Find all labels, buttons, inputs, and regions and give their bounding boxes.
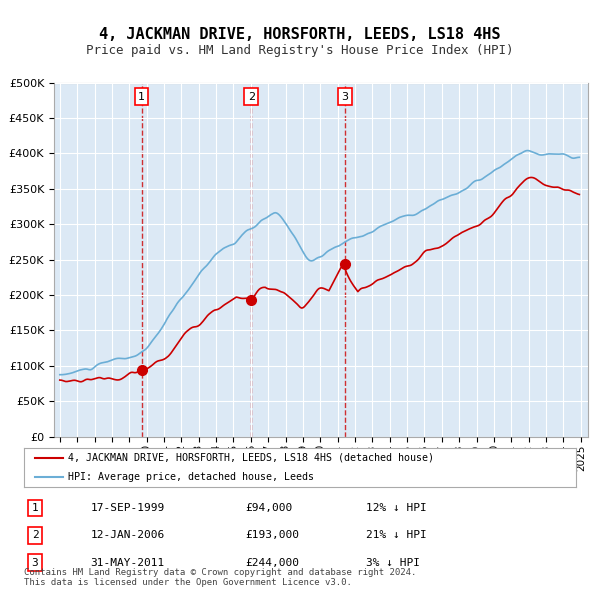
Text: 12-JAN-2006: 12-JAN-2006 [90,530,164,540]
Text: £193,000: £193,000 [245,530,299,540]
Text: 3: 3 [341,92,348,101]
Text: Price paid vs. HM Land Registry's House Price Index (HPI): Price paid vs. HM Land Registry's House … [86,44,514,57]
Text: £94,000: £94,000 [245,503,292,513]
Text: 17-SEP-1999: 17-SEP-1999 [90,503,164,513]
Text: Contains HM Land Registry data © Crown copyright and database right 2024.
This d: Contains HM Land Registry data © Crown c… [24,568,416,587]
Text: 12% ↓ HPI: 12% ↓ HPI [366,503,427,513]
Text: £244,000: £244,000 [245,558,299,568]
Text: 1: 1 [138,92,145,101]
Text: 4, JACKMAN DRIVE, HORSFORTH, LEEDS, LS18 4HS: 4, JACKMAN DRIVE, HORSFORTH, LEEDS, LS18… [99,27,501,41]
Text: 3: 3 [32,558,38,568]
Text: 4, JACKMAN DRIVE, HORSFORTH, LEEDS, LS18 4HS (detached house): 4, JACKMAN DRIVE, HORSFORTH, LEEDS, LS18… [68,453,434,463]
Text: 31-MAY-2011: 31-MAY-2011 [90,558,164,568]
Text: 21% ↓ HPI: 21% ↓ HPI [366,530,427,540]
Text: 1: 1 [32,503,38,513]
Text: 2: 2 [32,530,38,540]
Text: HPI: Average price, detached house, Leeds: HPI: Average price, detached house, Leed… [68,472,314,482]
Text: 3% ↓ HPI: 3% ↓ HPI [366,558,420,568]
Text: 2: 2 [248,92,255,101]
